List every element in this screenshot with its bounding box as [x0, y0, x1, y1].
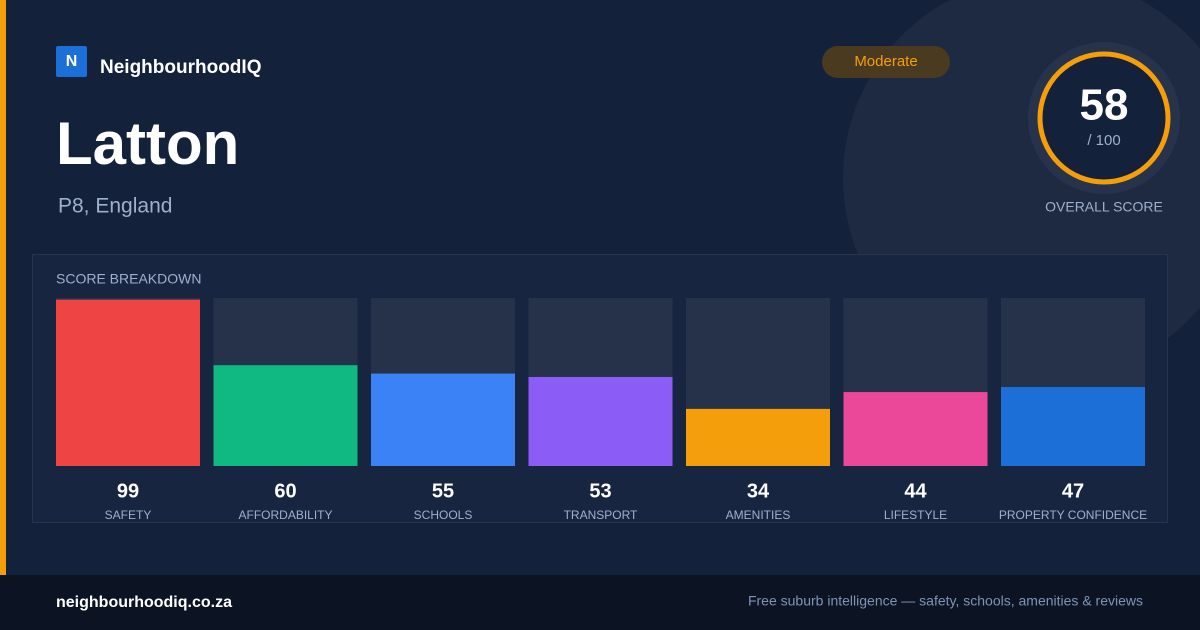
category-label: LIFESTYLE: [884, 508, 947, 522]
badge: [822, 46, 950, 78]
category-label: SCHOOLS: [414, 508, 473, 522]
bar: [686, 408, 830, 466]
category-label: AMENITIES: [726, 508, 791, 522]
value-label: 44: [904, 480, 927, 502]
bar: [528, 376, 673, 466]
score-max: / 100: [1087, 132, 1120, 149]
bar: [371, 373, 515, 466]
brand: NeighbourhoodIQ: [100, 57, 261, 78]
value-label: 99: [117, 480, 139, 502]
bar: [843, 392, 988, 466]
chart-title: SCORE BREAKDOWN: [56, 271, 201, 287]
category-label: AFFORDABILITY: [238, 508, 332, 522]
score-value: 58: [1080, 81, 1129, 130]
footer: [0, 575, 1200, 630]
category-label: TRANSPORT: [564, 508, 638, 522]
logo: [56, 46, 87, 77]
value-label: 60: [274, 480, 296, 502]
bar: [56, 299, 200, 466]
score-ring: [1037, 51, 1171, 185]
value-label: 47: [1062, 480, 1084, 502]
bar: [1001, 387, 1145, 466]
subtitle: P8, England: [58, 195, 172, 218]
accent-strip: [0, 0, 6, 575]
category-label: PROPERTY CONFIDENCE: [999, 508, 1147, 522]
footer-site: neighbourhoodiq.co.za: [56, 594, 232, 611]
footer-tagline: Free suburb intelligence — safety, schoo…: [748, 593, 1143, 609]
value-label: 34: [747, 480, 770, 502]
value-label: 53: [589, 480, 611, 502]
score-label: OVERALL SCORE: [1045, 199, 1163, 215]
logo-letter: N: [66, 53, 78, 70]
bar: [213, 365, 358, 466]
badge-text: Moderate: [854, 53, 917, 70]
value-label: 55: [432, 480, 454, 502]
category-label: SAFETY: [105, 508, 152, 522]
title: Latton: [56, 110, 239, 177]
